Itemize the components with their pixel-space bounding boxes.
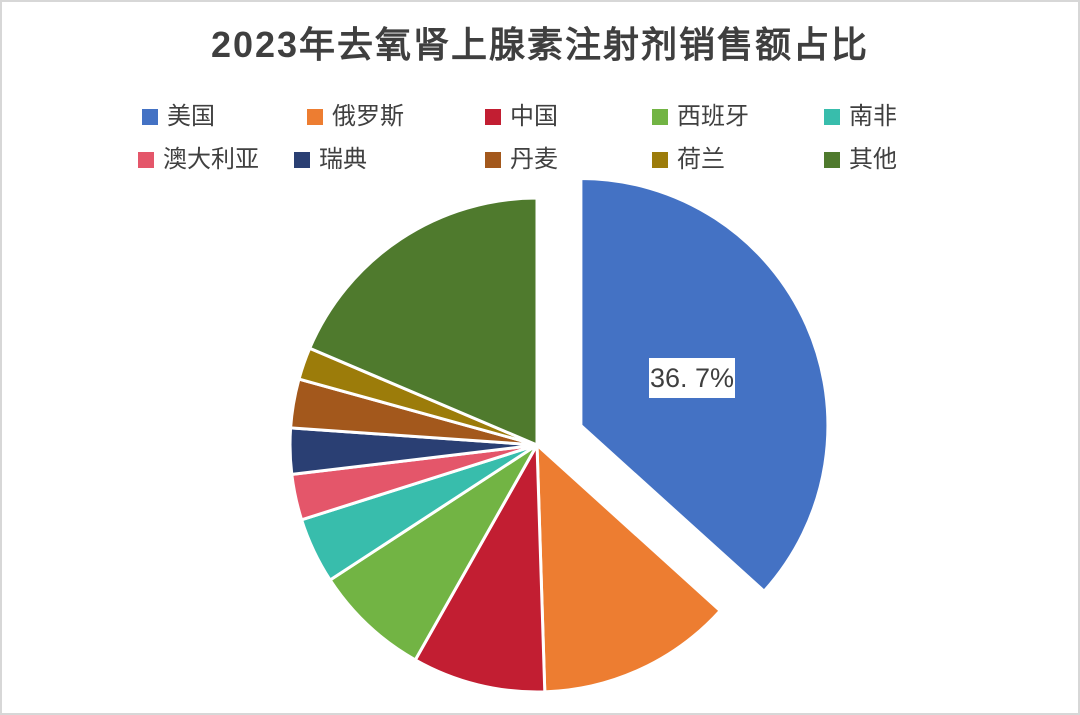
legend-swatch-icon [485, 109, 501, 125]
legend-item-4: 南非 [824, 101, 897, 133]
legend-swatch-icon [824, 109, 840, 125]
legend-swatch-icon [138, 152, 154, 168]
legend-item-0: 美国 [142, 101, 215, 133]
legend-label: 美国 [167, 103, 215, 130]
legend-swatch-icon [824, 152, 840, 168]
legend-label: 俄罗斯 [332, 103, 404, 130]
pie-slice-9 [307, 196, 539, 448]
pie-slice-3 [328, 443, 539, 662]
legend-item-3: 西班牙 [652, 101, 749, 133]
data-label-usa: 36. 7% [649, 358, 735, 398]
pie-slice-2 [413, 439, 547, 694]
legend-label: 其他 [849, 146, 897, 173]
legend-item-7: 丹麦 [485, 144, 558, 176]
pie-slice-1 [535, 441, 723, 694]
legend-swatch-icon [307, 109, 323, 125]
legend-swatch-icon [652, 152, 668, 168]
legend-swatch-icon [294, 152, 310, 168]
legend-label: 中国 [510, 103, 558, 130]
legend-item-6: 瑞典 [294, 144, 367, 176]
legend-item-1: 俄罗斯 [307, 101, 404, 133]
legend-item-9: 其他 [824, 144, 897, 176]
legend: 美国 俄罗斯 中国 西班牙 南非澳大利亚 瑞典 丹麦 荷兰 其他 [2, 2, 1078, 192]
legend-item-2: 中国 [485, 101, 558, 133]
legend-swatch-icon [485, 152, 501, 168]
legend-label: 瑞典 [319, 146, 367, 173]
legend-label: 西班牙 [677, 103, 749, 130]
legend-item-8: 荷兰 [652, 144, 725, 176]
legend-label: 丹麦 [510, 146, 558, 173]
legend-label: 荷兰 [677, 146, 725, 173]
legend-item-5: 澳大利亚 [138, 144, 259, 176]
legend-swatch-icon [142, 109, 158, 125]
legend-label: 澳大利亚 [163, 146, 259, 173]
legend-swatch-icon [652, 109, 668, 125]
chart-title: 2023年去氧肾上腺素注射剂销售额占比 [210, 24, 870, 65]
legend-label: 南非 [849, 103, 897, 130]
